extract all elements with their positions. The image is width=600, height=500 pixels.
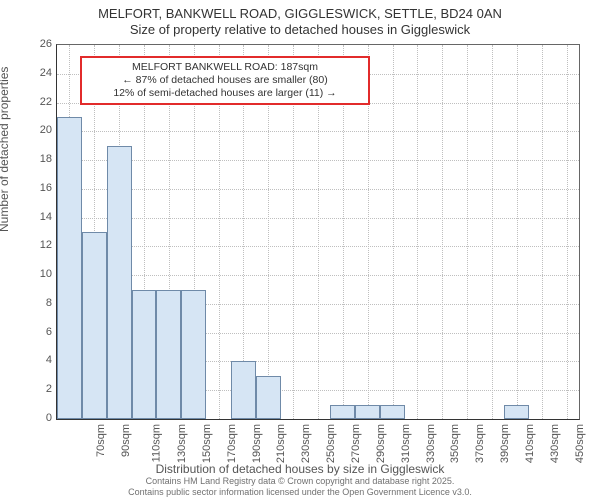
histogram-bar <box>380 405 405 419</box>
ytick-label: 6 <box>12 326 52 338</box>
xtick-label: 430sqm <box>549 424 561 463</box>
xtick-label: 410sqm <box>524 424 536 463</box>
title-line-1: MELFORT, BANKWELL ROAD, GIGGLESWICK, SET… <box>0 6 600 22</box>
y-axis-label: Number of detached properties <box>0 67 11 232</box>
ytick-label: 12 <box>12 239 52 251</box>
histogram-bar <box>107 146 132 419</box>
callout-box: MELFORT BANKWELL ROAD: 187sqm ← 87% of d… <box>80 56 370 105</box>
gridline-v <box>567 45 568 419</box>
xtick-label: 210sqm <box>276 424 288 463</box>
ytick-label: 8 <box>12 297 52 309</box>
callout-line-1: MELFORT BANKWELL ROAD: 187sqm <box>86 61 364 74</box>
xtick-label: 150sqm <box>201 424 213 463</box>
ytick-label: 20 <box>12 124 52 136</box>
xtick-label: 90sqm <box>120 424 132 457</box>
xtick-label: 110sqm <box>150 424 162 462</box>
ytick-label: 2 <box>12 383 52 395</box>
title-line-2: Size of property relative to detached ho… <box>0 22 600 38</box>
xtick-label: 390sqm <box>499 424 511 463</box>
footer-line-1: Contains HM Land Registry data © Crown c… <box>0 476 600 487</box>
histogram-bar <box>132 290 157 419</box>
footer: Contains HM Land Registry data © Crown c… <box>0 476 600 498</box>
footer-line-2: Contains public sector information licen… <box>0 487 600 498</box>
histogram-bar <box>156 290 181 419</box>
xtick-label: 170sqm <box>226 424 238 463</box>
gridline-v <box>542 45 543 419</box>
xtick-label: 330sqm <box>425 424 437 463</box>
gridline-v <box>393 45 394 419</box>
ytick-label: 0 <box>12 412 52 424</box>
xtick-label: 350sqm <box>450 424 462 463</box>
histogram-bar <box>355 405 380 419</box>
xtick-label: 370sqm <box>474 424 486 463</box>
ytick-label: 26 <box>12 38 52 50</box>
x-axis-label: Distribution of detached houses by size … <box>0 462 600 476</box>
callout-line-2: ← 87% of detached houses are smaller (80… <box>86 74 364 87</box>
histogram-bar <box>181 290 206 419</box>
histogram-bar <box>504 405 529 419</box>
gridline-v <box>467 45 468 419</box>
callout-line-3: 12% of semi-detached houses are larger (… <box>86 87 364 100</box>
gridline-v <box>492 45 493 419</box>
ytick-label: 24 <box>12 67 52 79</box>
ytick-label: 18 <box>12 153 52 165</box>
gridline-v <box>442 45 443 419</box>
xtick-label: 310sqm <box>400 424 412 463</box>
histogram-bar <box>231 361 256 419</box>
ytick-label: 16 <box>12 182 52 194</box>
xtick-label: 190sqm <box>251 424 263 463</box>
chart-container: MELFORT, BANKWELL ROAD, GIGGLESWICK, SET… <box>0 0 600 500</box>
xtick-label: 290sqm <box>375 424 387 463</box>
histogram-bar <box>330 405 355 419</box>
ytick-label: 10 <box>12 268 52 280</box>
ytick-label: 14 <box>12 211 52 223</box>
xtick-label: 250sqm <box>325 424 337 463</box>
xtick-label: 70sqm <box>95 424 107 457</box>
ytick-label: 4 <box>12 354 52 366</box>
xtick-label: 230sqm <box>300 424 312 463</box>
xtick-label: 270sqm <box>350 424 362 463</box>
title-block: MELFORT, BANKWELL ROAD, GIGGLESWICK, SET… <box>0 0 600 39</box>
gridline-v <box>417 45 418 419</box>
histogram-bar <box>57 117 82 419</box>
xtick-label: 450sqm <box>574 424 586 463</box>
histogram-bar <box>82 232 107 419</box>
histogram-bar <box>256 376 281 419</box>
xtick-label: 130sqm <box>176 424 188 463</box>
gridline-v <box>517 45 518 419</box>
ytick-label: 22 <box>12 96 52 108</box>
